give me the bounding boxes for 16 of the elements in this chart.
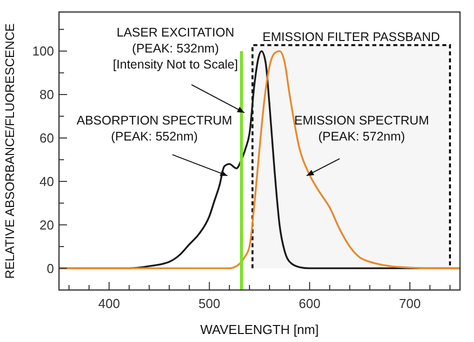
y-tick-label: 80 — [40, 87, 54, 102]
x-tick-label: 400 — [98, 296, 120, 311]
y-axis-title: RELATIVE ABSORBANCE/FLUORESCENCE — [3, 23, 17, 279]
x-axis-title: WAVELENGTH [nm] — [200, 322, 319, 337]
y-tick-label: 40 — [40, 174, 54, 189]
y-tick-label: 20 — [40, 217, 54, 232]
y-tick-label: 100 — [32, 44, 54, 59]
annotation: EMISSION SPECTRUM (PEAK: 572nm) — [294, 114, 429, 144]
y-tick-label: 0 — [46, 260, 54, 276]
x-tick-label: 700 — [399, 296, 421, 311]
x-tick-label: 500 — [198, 296, 220, 311]
y-tick-label: 60 — [40, 130, 54, 146]
annotation: ABSORPTION SPECTRUM (PEAK: 552nm) — [76, 114, 232, 144]
annotation: LASER EXCITATION (PEAK: 532nm) [Intensity Not to Scale] — [112, 26, 238, 72]
band-label: EMISSION FILTER PASSBAND — [262, 30, 440, 44]
x-tick-label: 600 — [298, 296, 320, 311]
